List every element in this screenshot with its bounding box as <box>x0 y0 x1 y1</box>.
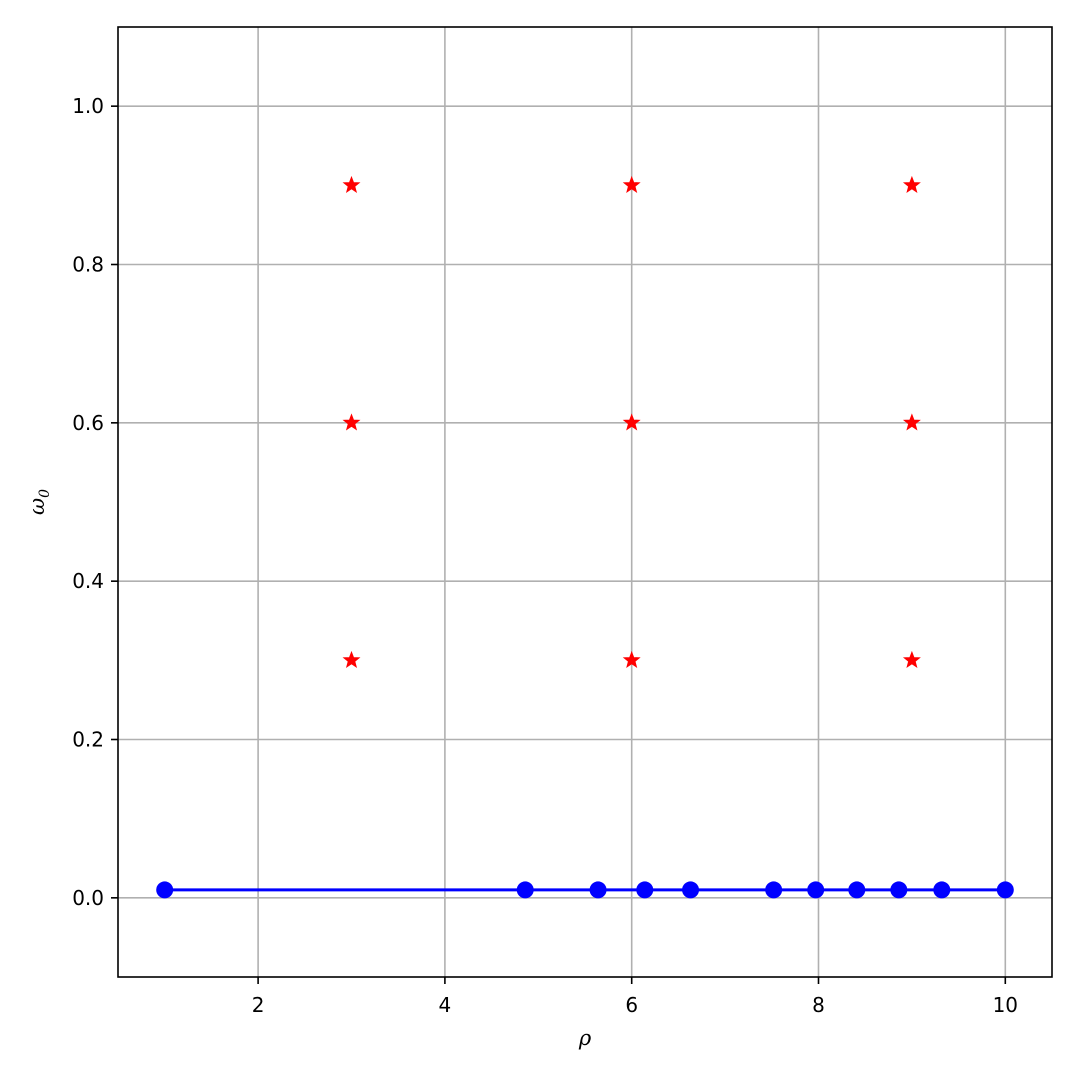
data-point-circle <box>807 881 825 899</box>
y-tick-label: 0.2 <box>72 728 104 752</box>
y-tick-label: 0.6 <box>72 411 104 435</box>
data-point-star <box>622 175 641 193</box>
data-point-star <box>902 650 921 668</box>
data-point-star <box>342 175 361 193</box>
data-point-circle <box>636 881 654 899</box>
axis-ticks: 2 4 6 8 10 0.0 0.2 0.4 0.6 0.8 1.0 <box>72 94 1018 1017</box>
y-tick-label: 1.0 <box>72 94 104 118</box>
y-tick-label: 0.4 <box>72 569 104 593</box>
data-point-circle <box>933 881 951 899</box>
x-axis-label: ρ <box>578 1026 592 1050</box>
x-tick-label: 8 <box>812 993 825 1017</box>
data-point-circle <box>682 881 700 899</box>
y-axis-label: ω0 <box>25 489 53 515</box>
data-point-star <box>342 650 361 668</box>
data-point-circle <box>890 881 908 899</box>
data-point-circle <box>848 881 866 899</box>
data-point-circle <box>765 881 783 899</box>
series-1 <box>156 881 1014 899</box>
y-axis-label-subscript: 0 <box>37 489 53 498</box>
data-point-circle <box>516 881 534 899</box>
plot-series <box>156 175 1014 899</box>
data-point-star <box>902 413 921 431</box>
y-tick-label: 0.0 <box>72 886 104 910</box>
x-tick-label: 10 <box>993 993 1018 1017</box>
data-point-star <box>622 650 641 668</box>
y-axis-label-symbol: ω <box>25 498 49 515</box>
x-tick-label: 2 <box>252 993 265 1017</box>
data-point-star <box>342 413 361 431</box>
data-point-star <box>902 175 921 193</box>
plot-frame <box>117 26 1053 978</box>
data-point-circle <box>996 881 1014 899</box>
x-tick-label: 6 <box>625 993 638 1017</box>
data-point-star <box>622 413 641 431</box>
series-2 <box>342 175 921 668</box>
data-point-circle <box>589 881 607 899</box>
y-tick-label: 0.8 <box>72 253 104 277</box>
x-tick-label: 4 <box>439 993 452 1017</box>
data-point-circle <box>156 881 174 899</box>
